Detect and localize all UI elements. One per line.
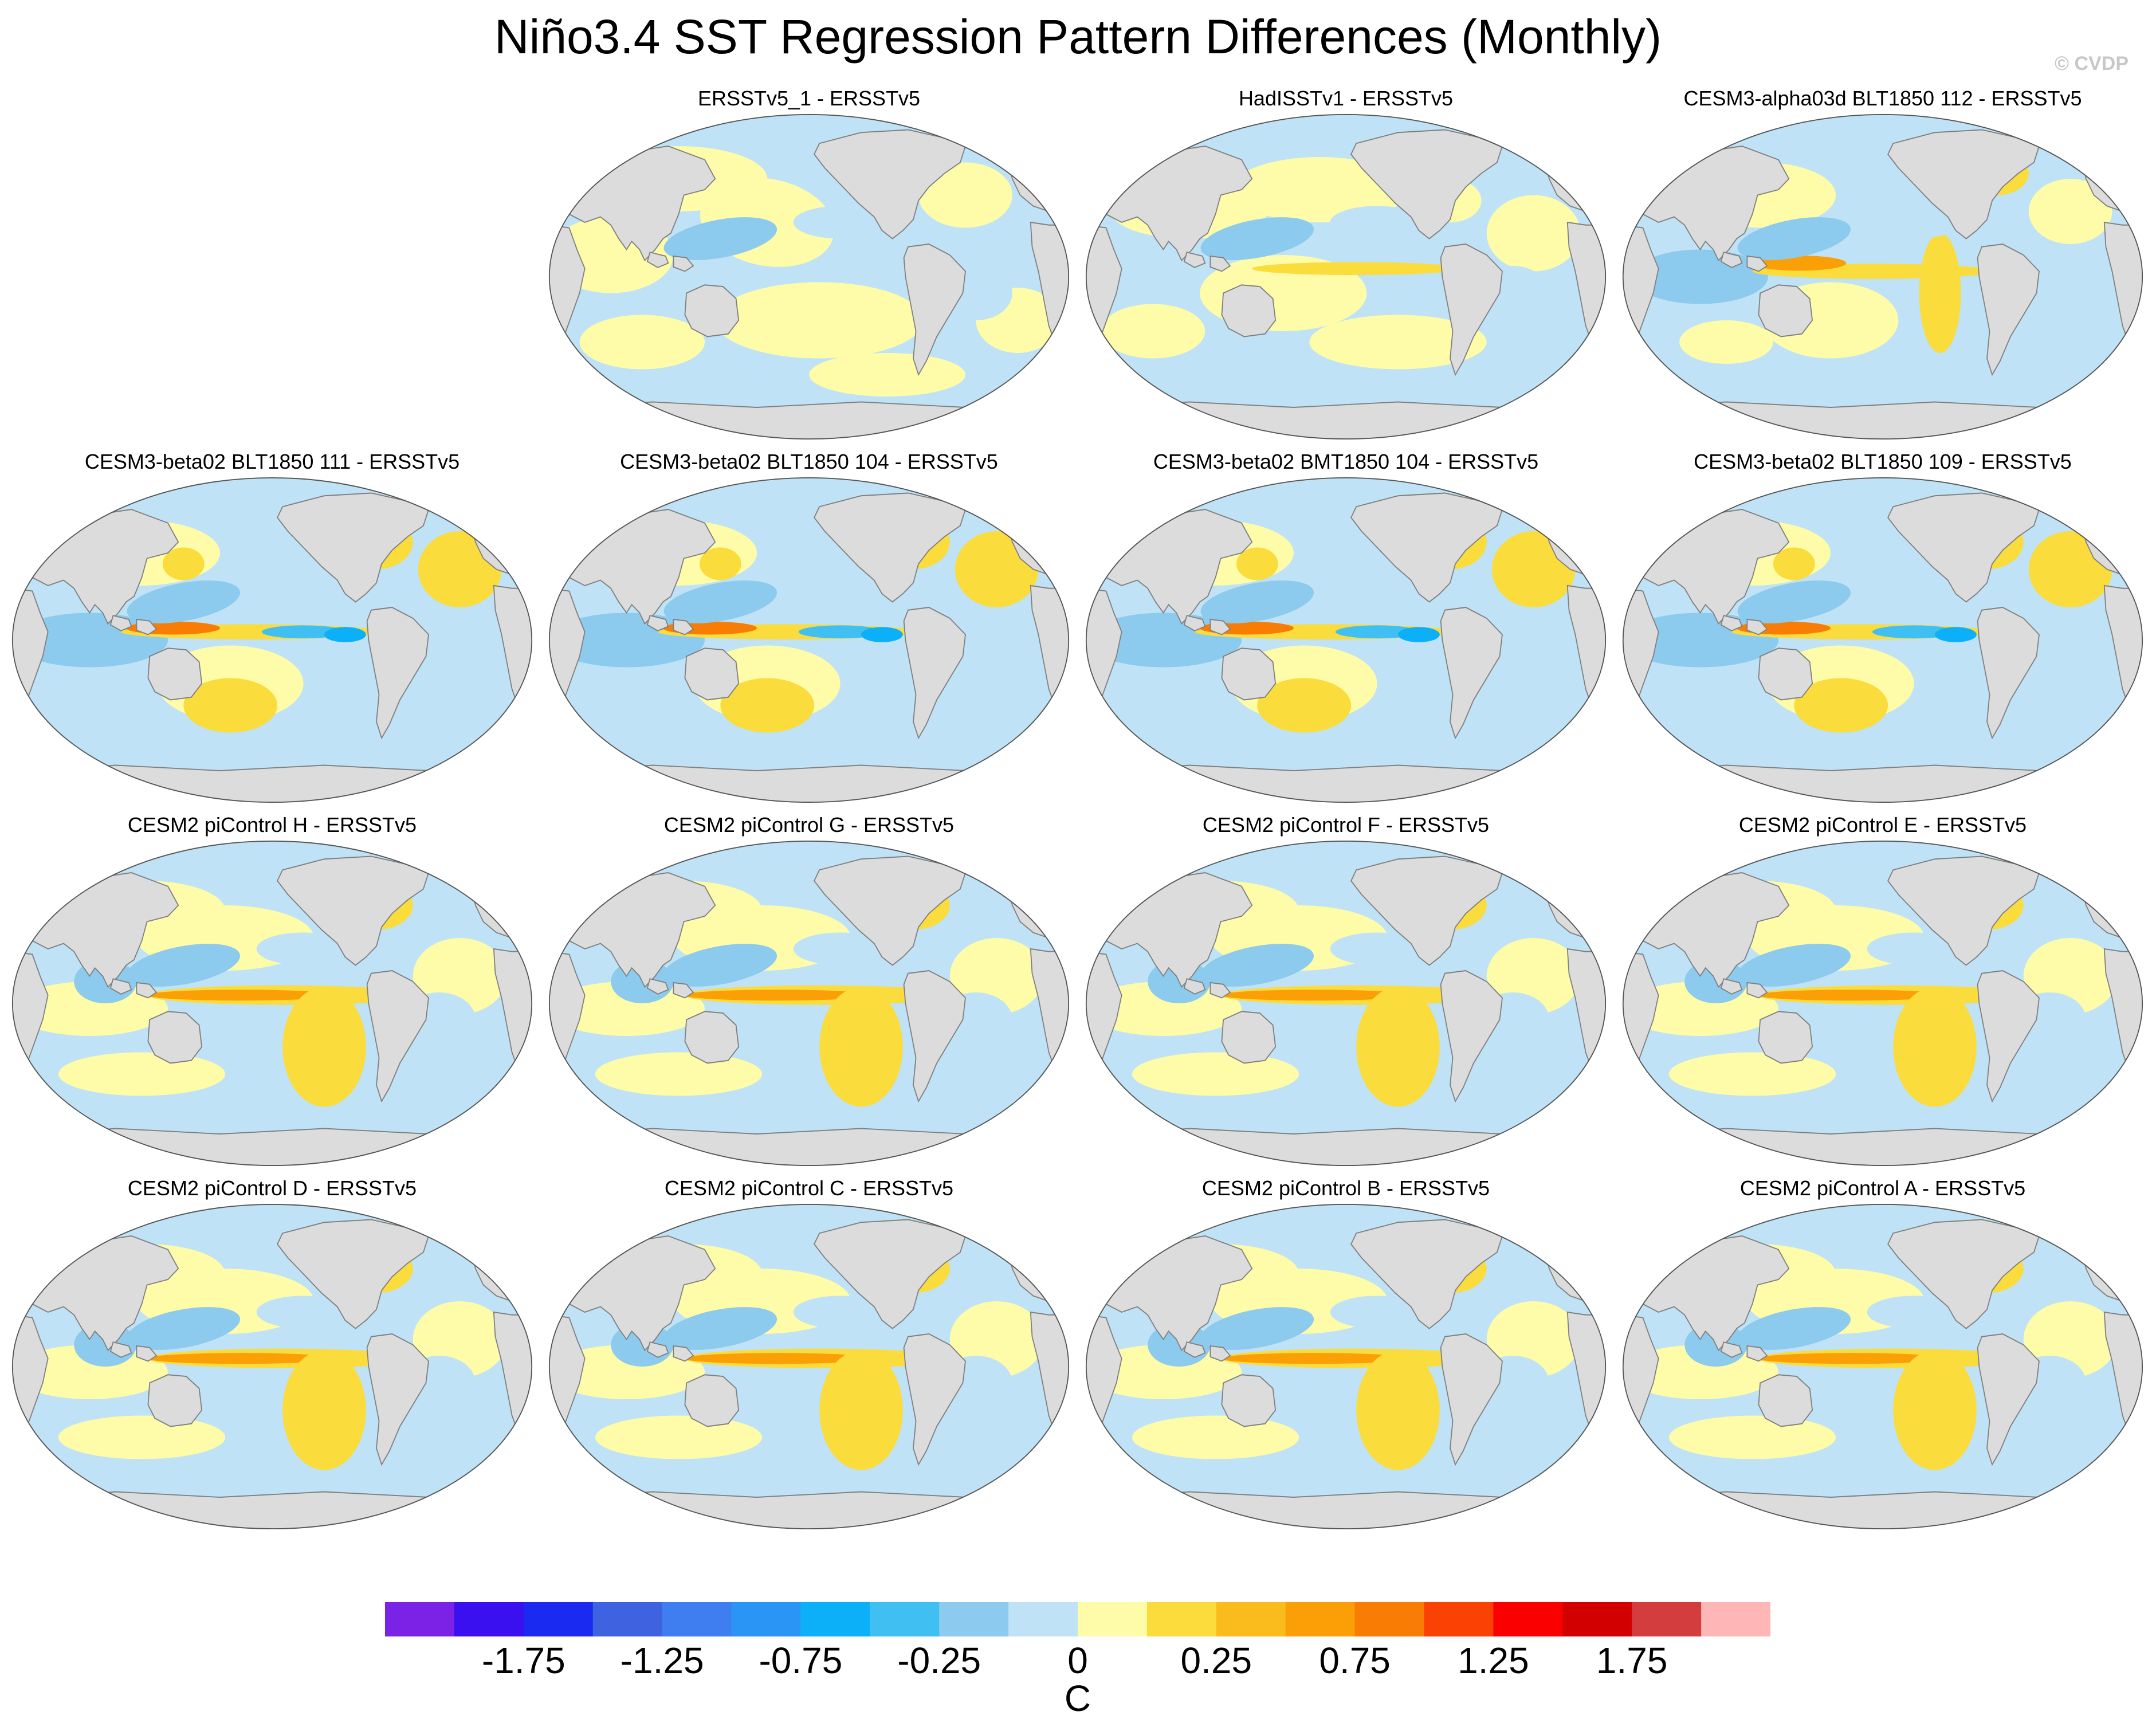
map-panel: [1085, 113, 1607, 440]
colorbar-swatch: [870, 1602, 940, 1636]
colorbar-swatch: [1632, 1602, 1702, 1636]
colorbar-swatch: [1701, 1602, 1770, 1636]
map-panel: [1622, 113, 2143, 440]
credit-watermark: © CVDP: [2055, 53, 2128, 74]
colorbar-swatch: [1424, 1602, 1494, 1636]
colorbar-swatch: [731, 1602, 801, 1636]
colorbar-tick-label: 0.75: [1319, 1640, 1391, 1681]
colorbar-tick-label: -0.25: [897, 1640, 981, 1681]
colorbar-swatch: [385, 1602, 455, 1636]
colorbar-tick-label: -1.75: [481, 1640, 565, 1681]
panel-title: CESM3-beta02 BMT1850 104 - ERSSTv5: [1153, 450, 1539, 473]
panel-title: CESM3-beta02 BLT1850 109 - ERSSTv5: [1694, 450, 2072, 473]
panel-title: CESM3-alpha03d BLT1850 112 - ERSSTv5: [1683, 87, 2082, 110]
map-panel: [1085, 1203, 1607, 1530]
colorbar-swatch: [1493, 1602, 1563, 1636]
colorbar-swatch: [1562, 1602, 1632, 1636]
colorbar-tick-label: 1.25: [1458, 1640, 1529, 1681]
map-panel: [1085, 477, 1607, 803]
colorbar-swatch: [662, 1602, 732, 1636]
map-panel: [11, 1203, 533, 1530]
map-panel: [1622, 1203, 2143, 1530]
panel-title: CESM2 piControl G - ERSSTv5: [663, 813, 955, 837]
panel-title: CESM2 piControl F - ERSSTv5: [1202, 813, 1490, 837]
panel-title: CESM2 piControl B - ERSSTv5: [1201, 1176, 1490, 1200]
colorbar-swatch: [1216, 1602, 1286, 1636]
panel-title: CESM2 piControl C - ERSSTv5: [664, 1176, 954, 1200]
colorbar-tick-label: -1.25: [620, 1640, 704, 1681]
panel-title: ERSSTv5_1 - ERSSTv5: [697, 87, 921, 110]
panel-title: HadISSTv1 - ERSSTv5: [1238, 87, 1454, 110]
colorbar-tick-label: -0.75: [759, 1640, 843, 1681]
colorbar-swatch: [1146, 1602, 1217, 1636]
map-panel: [548, 1203, 1070, 1530]
colorbar-tick-label: 0: [1067, 1640, 1088, 1681]
colorbar-swatch: [1285, 1602, 1356, 1636]
panel-title: CESM2 piControl E - ERSSTv5: [1738, 813, 2027, 837]
panel-title: CESM3-beta02 BLT1850 104 - ERSSTv5: [620, 450, 998, 473]
colorbar: [385, 1602, 1770, 1636]
colorbar-tick-label: 0.25: [1180, 1640, 1252, 1681]
map-panel: [11, 477, 533, 803]
colorbar-swatch: [1078, 1602, 1148, 1636]
panel-title: CESM2 piControl A - ERSSTv5: [1739, 1176, 2026, 1200]
map-panel: [1085, 840, 1607, 1167]
map-panel: [548, 113, 1070, 440]
map-panel: [1622, 477, 2143, 803]
panel-title: CESM2 piControl D - ERSSTv5: [127, 1176, 417, 1200]
colorbar-swatch: [800, 1602, 870, 1636]
map-panel: [11, 840, 533, 1167]
map-panel: [1622, 840, 2143, 1167]
map-panel: [548, 477, 1070, 803]
colorbar-swatch: [592, 1602, 663, 1636]
panel-title: CESM2 piControl H - ERSSTv5: [127, 813, 417, 837]
page-title: Niño3.4 SST Regression Pattern Differenc…: [494, 10, 1662, 64]
colorbar-swatch: [454, 1602, 524, 1636]
colorbar-swatch: [1354, 1602, 1424, 1636]
map-panel: [548, 840, 1070, 1167]
colorbar-swatch: [939, 1602, 1009, 1636]
panel-title: CESM3-beta02 BLT1850 111 - ERSSTv5: [84, 450, 460, 473]
colorbar-swatch: [523, 1602, 594, 1636]
colorbar-swatch: [1008, 1602, 1078, 1636]
colorbar-unit-label: C: [1064, 1678, 1091, 1719]
colorbar-tick-label: 1.75: [1596, 1640, 1668, 1681]
